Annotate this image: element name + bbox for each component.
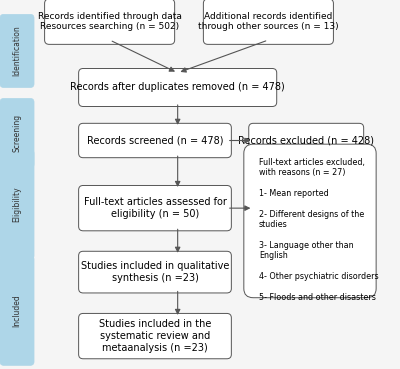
FancyBboxPatch shape [79,313,231,359]
FancyBboxPatch shape [203,0,334,44]
Text: Records screened (n = 478): Records screened (n = 478) [87,135,223,145]
FancyBboxPatch shape [79,123,231,158]
FancyBboxPatch shape [0,14,34,87]
Text: Additional records identified
through other sources (n = 13): Additional records identified through ot… [198,12,339,31]
Text: Included: Included [12,294,22,327]
Text: Records excluded (n = 428): Records excluded (n = 428) [238,135,374,145]
FancyBboxPatch shape [0,256,34,365]
FancyBboxPatch shape [79,69,277,107]
Text: Identification: Identification [12,25,22,76]
FancyBboxPatch shape [244,144,376,298]
Text: Screening: Screening [12,114,22,152]
Text: Studies included in qualitative
synthesis (n =23): Studies included in qualitative synthesi… [81,261,229,283]
Text: Full-text articles assessed for
eligibility (n = 50): Full-text articles assessed for eligibil… [84,197,226,219]
Text: Records identified through data
Resources searching (n = 502): Records identified through data Resource… [38,12,182,31]
FancyBboxPatch shape [249,123,364,158]
Text: Eligibility: Eligibility [12,187,22,222]
FancyBboxPatch shape [45,0,175,44]
Text: Records after duplicates removed (n = 478): Records after duplicates removed (n = 47… [70,83,285,93]
FancyBboxPatch shape [79,186,231,231]
FancyBboxPatch shape [0,150,34,259]
Text: Full-text articles excluded,
with reasons (n = 27)

1- Mean reported

2- Differe: Full-text articles excluded, with reason… [259,158,378,302]
FancyBboxPatch shape [79,251,231,293]
Text: Studies included in the
systematic review and
metaanalysis (n =23): Studies included in the systematic revie… [99,320,211,353]
FancyBboxPatch shape [0,99,34,168]
